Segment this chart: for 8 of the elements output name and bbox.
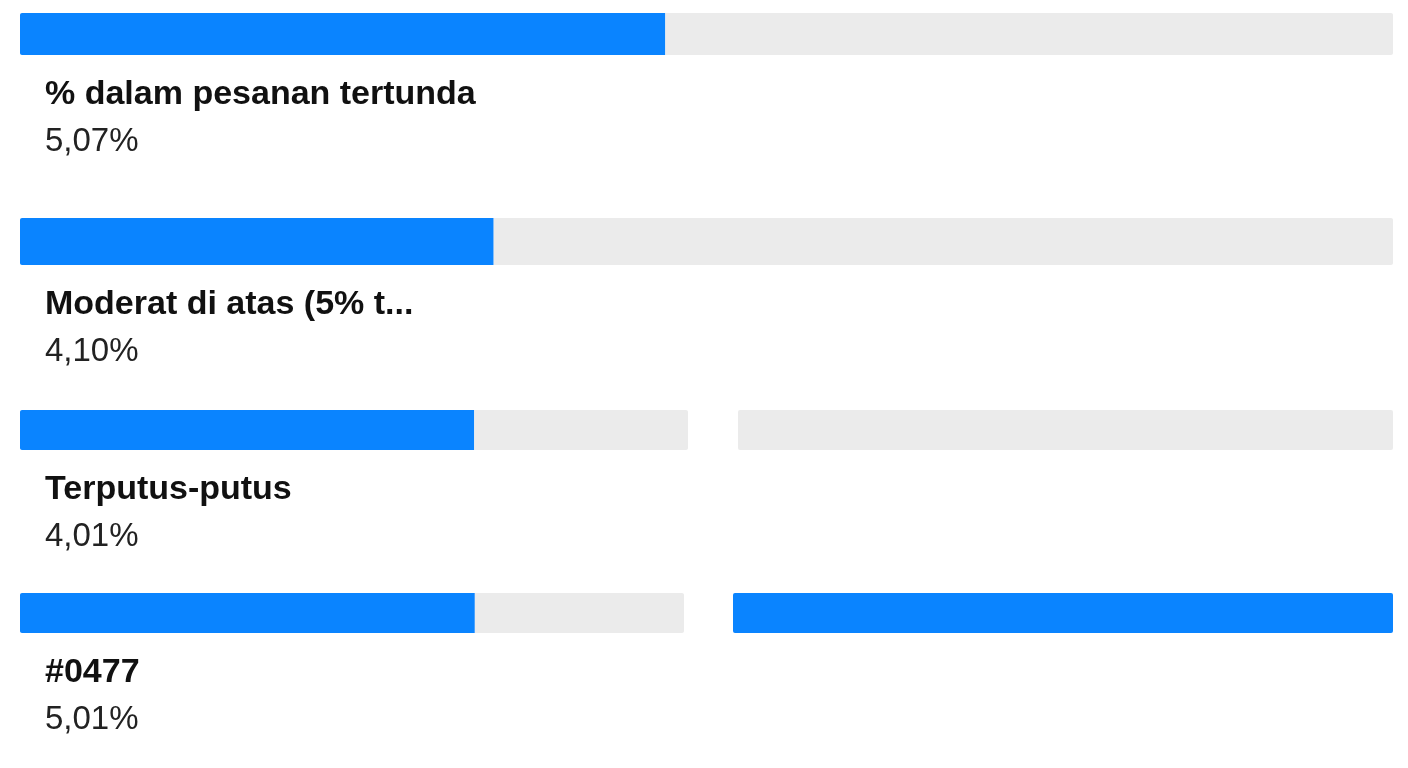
text: 5,07% xyxy=(45,121,139,158)
text: 4,01% xyxy=(45,516,139,553)
text: #0477 xyxy=(45,651,140,689)
text: Moderat di atas (5% t... xyxy=(45,283,414,321)
text: 5,01% xyxy=(45,699,139,736)
text: 4,10% xyxy=(45,331,139,368)
text: Terputus-putus xyxy=(45,468,292,506)
text: % dalam pesanan tertunda xyxy=(45,73,477,111)
